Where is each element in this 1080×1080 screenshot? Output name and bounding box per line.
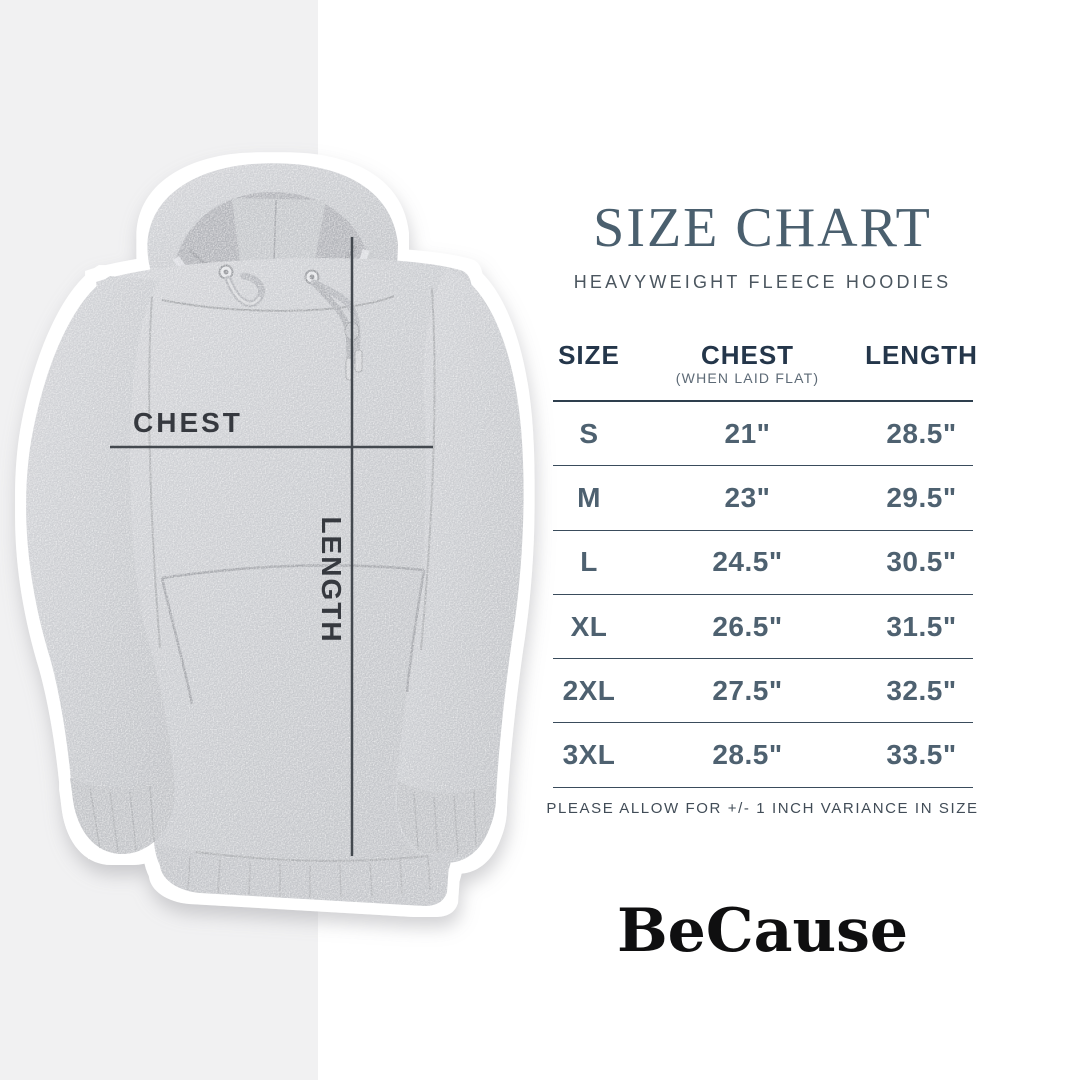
table-row: XL 26.5" 31.5" bbox=[553, 595, 973, 660]
table-row: L 24.5" 30.5" bbox=[553, 531, 973, 595]
table-cell-length: 33.5" bbox=[886, 739, 957, 771]
chest-measure-label: CHEST bbox=[133, 407, 243, 438]
size-table-body: S 21" 28.5" M 23" 29.5" L 24.5" 30.5" XL 26.5" 31.5… bbox=[553, 402, 973, 788]
column-header-length: LENGTH bbox=[865, 340, 978, 370]
table-cell-chest: 28.5" bbox=[712, 739, 783, 771]
table-row: S 21" 28.5" bbox=[553, 402, 973, 467]
table-cell-length: 32.5" bbox=[886, 674, 957, 706]
table-cell-chest: 27.5" bbox=[712, 674, 783, 706]
measurement-overlay: CHEST LENGTH bbox=[110, 237, 433, 856]
page-subtitle: HEAVYWEIGHT FLEECE HOODIES bbox=[573, 272, 952, 292]
hood-back-panel bbox=[232, 198, 326, 264]
right-cuff bbox=[396, 780, 496, 859]
left-cuff bbox=[70, 772, 175, 855]
table-cell-length: 30.5" bbox=[886, 546, 957, 578]
table-cell-length: 28.5" bbox=[886, 417, 957, 449]
table-cell-size: L bbox=[580, 546, 598, 578]
pocket-seam bbox=[161, 564, 425, 580]
table-cell-chest: 24.5" bbox=[712, 546, 783, 578]
size-table: SIZE CHEST (WHEN LAID FLAT) LENGTH S 21" 2… bbox=[553, 332, 978, 788]
table-row: 3XL 28.5" 33.5" bbox=[553, 723, 973, 788]
column-header-chest: CHEST (WHEN LAID FLAT) bbox=[675, 340, 820, 386]
table-row: 2XL 27.5" 32.5" bbox=[553, 659, 973, 724]
table-cell-chest: 21" bbox=[724, 417, 771, 449]
table-cell-length: 29.5" bbox=[886, 481, 957, 513]
right-sleeve bbox=[395, 268, 524, 863]
table-cell-chest: 26.5" bbox=[712, 610, 783, 642]
table-cell-size: 3XL bbox=[562, 739, 616, 771]
size-table-header: SIZE CHEST (WHEN LAID FLAT) LENGTH bbox=[553, 332, 978, 402]
page-title: SIZE CHART bbox=[593, 197, 932, 259]
column-sublabel-chest: (WHEN LAID FLAT) bbox=[675, 370, 820, 386]
size-chart-panel: SIZE CHART HEAVYWEIGHT FLEECE HOODIES SI… bbox=[545, 0, 980, 1080]
table-cell-size: S bbox=[579, 417, 599, 449]
right-drawstring bbox=[310, 279, 361, 366]
left-sleeve bbox=[26, 276, 175, 854]
hoodie-body bbox=[96, 258, 472, 904]
hoodie-photo: CHEST LENGTH bbox=[26, 163, 524, 906]
hoodie-sticker bbox=[26, 163, 524, 906]
column-header-size: SIZE bbox=[558, 340, 620, 370]
table-cell-size: M bbox=[577, 481, 601, 513]
table-cell-size: 2XL bbox=[562, 674, 616, 706]
table-cell-length: 31.5" bbox=[886, 610, 957, 642]
table-cell-size: XL bbox=[570, 610, 608, 642]
table-row: M 23" 29.5" bbox=[553, 466, 973, 531]
brand-logo: BeCause bbox=[616, 896, 909, 966]
length-measure-label: LENGTH bbox=[316, 516, 347, 643]
variance-note: PLEASE ALLOW FOR +/- 1 INCH VARIANCE IN … bbox=[546, 800, 979, 817]
table-cell-chest: 23" bbox=[724, 481, 771, 513]
